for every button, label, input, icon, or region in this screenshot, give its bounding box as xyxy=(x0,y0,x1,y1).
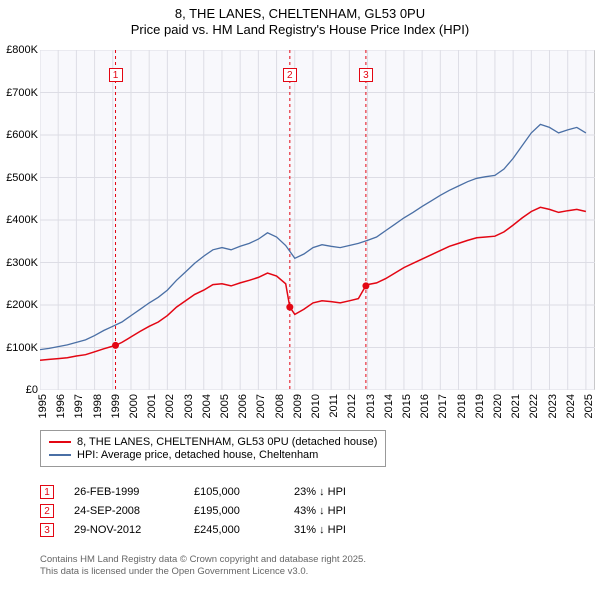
license-line-1: Contains HM Land Registry data © Crown c… xyxy=(40,554,366,566)
sale-marker-box: 3 xyxy=(359,68,373,82)
x-axis-tick: 2013 xyxy=(365,394,377,418)
sale-date-3: 29-NOV-2012 xyxy=(74,524,174,536)
x-axis-tick: 2014 xyxy=(383,394,395,418)
x-axis-tick: 2019 xyxy=(474,394,486,418)
x-axis-tick: 2007 xyxy=(255,394,267,418)
legend-swatch-2 xyxy=(49,454,71,456)
x-axis-tick: 2017 xyxy=(437,394,449,418)
x-axis-tick: 2005 xyxy=(219,394,231,418)
legend-item-series-2: HPI: Average price, detached house, Chel… xyxy=(49,449,377,461)
x-axis-tick: 2021 xyxy=(510,394,522,418)
sale-price-3: £245,000 xyxy=(194,524,274,536)
y-axis-tick: £100K xyxy=(0,342,38,354)
legend-swatch-1 xyxy=(49,441,71,443)
page-root: 8, THE LANES, CHELTENHAM, GL53 0PU Price… xyxy=(0,0,600,590)
x-axis-tick: 1997 xyxy=(73,394,85,418)
x-axis-tick: 2024 xyxy=(565,394,577,418)
x-axis-tick: 1995 xyxy=(37,394,49,418)
sale-row-2: 2 24-SEP-2008 £195,000 43% ↓ HPI xyxy=(40,504,384,518)
sale-marker-box: 2 xyxy=(283,68,297,82)
sales-table: 1 26-FEB-1999 £105,000 23% ↓ HPI 2 24-SE… xyxy=(40,480,384,542)
y-axis-tick: £500K xyxy=(0,172,38,184)
sale-marker-2: 2 xyxy=(40,504,54,518)
x-axis-tick: 1998 xyxy=(92,394,104,418)
x-axis-tick: 2003 xyxy=(183,394,195,418)
x-axis-tick: 2002 xyxy=(164,394,176,418)
sale-marker-box: 1 xyxy=(109,68,123,82)
license-line-2: This data is licensed under the Open Gov… xyxy=(40,566,366,578)
chart-area: £0£100K£200K£300K£400K£500K£600K£700K£80… xyxy=(40,50,595,390)
x-axis-tick: 2022 xyxy=(528,394,540,418)
y-axis-tick: £400K xyxy=(0,214,38,226)
sale-row-3: 3 29-NOV-2012 £245,000 31% ↓ HPI xyxy=(40,523,384,537)
x-axis-tick: 2020 xyxy=(492,394,504,418)
y-axis-tick: £200K xyxy=(0,299,38,311)
sale-price-2: £195,000 xyxy=(194,505,274,517)
x-axis-tick: 2001 xyxy=(146,394,158,418)
x-axis-tick: 2011 xyxy=(328,394,340,418)
x-axis-tick: 2000 xyxy=(128,394,140,418)
sale-price-1: £105,000 xyxy=(194,486,274,498)
title-line-2: Price paid vs. HM Land Registry's House … xyxy=(0,22,600,38)
sale-row-1: 1 26-FEB-1999 £105,000 23% ↓ HPI xyxy=(40,485,384,499)
y-axis-tick: £800K xyxy=(0,44,38,56)
y-axis-tick: £600K xyxy=(0,129,38,141)
x-axis-tick: 1999 xyxy=(110,394,122,418)
x-axis-tick: 2016 xyxy=(419,394,431,418)
x-axis-tick: 2010 xyxy=(310,394,322,418)
sale-diff-1: 23% ↓ HPI xyxy=(294,486,384,498)
x-axis-tick: 2023 xyxy=(547,394,559,418)
x-axis-tick: 2012 xyxy=(346,394,358,418)
sale-date-1: 26-FEB-1999 xyxy=(74,486,174,498)
y-axis-tick: £700K xyxy=(0,87,38,99)
x-axis-tick: 2015 xyxy=(401,394,413,418)
legend-label-1: 8, THE LANES, CHELTENHAM, GL53 0PU (deta… xyxy=(77,436,377,448)
x-axis-tick: 2008 xyxy=(274,394,286,418)
y-axis-tick: £0 xyxy=(0,384,38,396)
legend: 8, THE LANES, CHELTENHAM, GL53 0PU (deta… xyxy=(40,430,386,467)
x-axis-tick: 1996 xyxy=(55,394,67,418)
x-axis-tick: 2025 xyxy=(583,394,595,418)
y-axis-tick: £300K xyxy=(0,257,38,269)
sale-marker-1: 1 xyxy=(40,485,54,499)
sale-date-2: 24-SEP-2008 xyxy=(74,505,174,517)
sale-diff-3: 31% ↓ HPI xyxy=(294,524,384,536)
license-text: Contains HM Land Registry data © Crown c… xyxy=(40,554,366,578)
x-axis-tick: 2018 xyxy=(456,394,468,418)
sale-diff-2: 43% ↓ HPI xyxy=(294,505,384,517)
x-axis-tick: 2004 xyxy=(201,394,213,418)
chart-title: 8, THE LANES, CHELTENHAM, GL53 0PU Price… xyxy=(0,0,600,39)
x-axis-tick: 2009 xyxy=(292,394,304,418)
sale-marker-3: 3 xyxy=(40,523,54,537)
title-line-1: 8, THE LANES, CHELTENHAM, GL53 0PU xyxy=(0,6,600,22)
x-axis-tick: 2006 xyxy=(237,394,249,418)
legend-item-series-1: 8, THE LANES, CHELTENHAM, GL53 0PU (deta… xyxy=(49,436,377,448)
legend-label-2: HPI: Average price, detached house, Chel… xyxy=(77,449,318,461)
